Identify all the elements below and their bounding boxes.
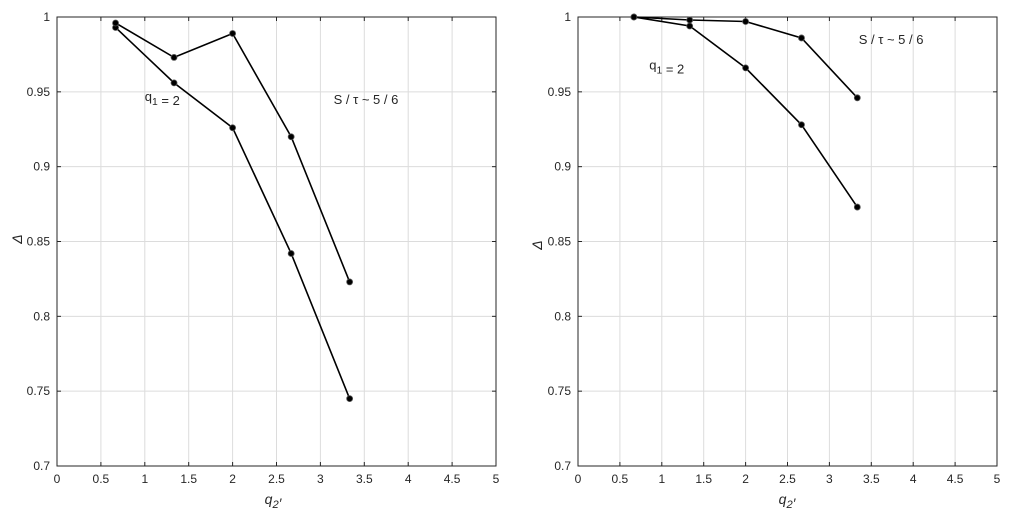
x-axis-label: q2′ [265, 491, 283, 511]
y-tick-label: 0.9 [554, 160, 571, 174]
y-tick-label: 0.75 [27, 384, 51, 398]
x-tick-label: 0.5 [612, 472, 629, 486]
x-tick-label: 4.5 [444, 472, 461, 486]
y-tick-label: 0.85 [548, 235, 572, 249]
x-tick-label: 1.5 [695, 472, 712, 486]
data-point [798, 34, 805, 42]
data-point [346, 395, 354, 403]
annotation-2: S / τ ~ 5 / 6 [859, 32, 924, 47]
data-point [742, 64, 749, 72]
data-point [229, 124, 237, 132]
y-axis-label: Δ [9, 234, 25, 244]
x-tick-label: 3.5 [356, 472, 373, 486]
x-tick-label: 1.5 [180, 472, 197, 486]
annotation-1: q1 = 2 [145, 89, 180, 108]
data-point [170, 54, 178, 61]
y-tick-label: 0.85 [27, 235, 51, 249]
y-tick-label: 0.95 [548, 85, 572, 99]
annotation-1: q1 = 2 [649, 57, 684, 76]
x-tick-label: 4 [405, 472, 412, 486]
x-tick-label: 2.5 [779, 472, 796, 486]
data-point [346, 278, 354, 286]
data-point [853, 94, 861, 102]
y-tick-label: 0.7 [33, 459, 50, 473]
x-tick-label: 0 [54, 472, 61, 486]
x-tick-label: 4.5 [947, 472, 964, 486]
x-tick-label: 3 [826, 472, 833, 486]
left-chart-panel: 0 0.5 1 1.5 2 2.5 3 3.5 4 4.5 5 0.7 0.75 0.8 0.85 0.9 0.… [9, 10, 500, 511]
y-tick-label: 1 [564, 10, 571, 24]
y-tick-label: 0.75 [548, 384, 572, 398]
data-point [630, 13, 638, 21]
x-tick-label: 4 [910, 472, 917, 486]
data-point [287, 250, 295, 257]
data-point [229, 30, 237, 37]
y-axis-label: Δ [529, 240, 545, 250]
x-tick-label: 2 [229, 472, 236, 486]
x-tick-label: 1 [658, 472, 665, 486]
x-tick-label: 5 [493, 472, 500, 486]
data-point [287, 133, 295, 141]
x-tick-label: 0 [575, 472, 582, 486]
data-point [742, 18, 749, 25]
x-tick-label: 2.5 [268, 472, 285, 486]
y-tick-label: 0.8 [554, 309, 571, 323]
annotation-2: S / τ ~ 5 / 6 [334, 92, 399, 107]
data-point [686, 22, 694, 30]
x-axis-label: q2′ [779, 491, 797, 511]
x-tick-label: 3.5 [863, 472, 880, 486]
y-tick-label: 0.7 [554, 459, 571, 473]
y-tick-label: 0.9 [33, 160, 50, 174]
right-chart-panel: 0 0.5 1 1.5 2 2.5 3 3.5 4 4.5 5 0.7 0.75 0.8 0.85 0.9 0.… [529, 10, 1001, 511]
x-tick-label: 5 [994, 472, 1001, 486]
data-point [112, 19, 119, 27]
data-point [686, 16, 694, 24]
y-tick-label: 0.95 [27, 85, 51, 99]
data-point [798, 121, 805, 129]
data-point [170, 79, 178, 87]
data-point [853, 203, 861, 211]
y-tick-label: 0.8 [33, 309, 50, 323]
x-tick-label: 0.5 [93, 472, 110, 486]
x-tick-label: 3 [317, 472, 324, 486]
x-tick-label: 2 [742, 472, 749, 486]
y-tick-label: 1 [43, 10, 50, 24]
x-tick-label: 1 [141, 472, 148, 486]
